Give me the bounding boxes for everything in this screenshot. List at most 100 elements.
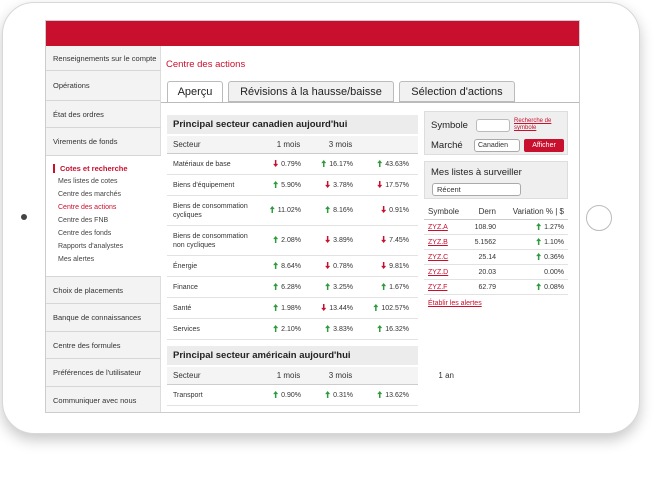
home-button[interactable]: [586, 205, 612, 231]
trend-arrow: [377, 325, 383, 332]
nav-section-title[interactable]: Cotes et recherche: [53, 164, 128, 173]
trend-arrow: [321, 304, 327, 311]
change-text: 6.28%: [281, 284, 301, 291]
page-title: Centre des actions: [166, 59, 246, 70]
sector-change: 3.83%: [293, 319, 353, 340]
sector-change: 102.57%: [349, 298, 409, 319]
change-text: 5.90%: [281, 182, 301, 189]
change-text: 16.32%: [385, 326, 409, 333]
symbol-label: Symbole: [431, 120, 468, 131]
list-select[interactable]: Récent: [432, 183, 521, 196]
trend-arrow: [377, 391, 383, 398]
trend-arrow: [381, 283, 387, 290]
column-header: Symbole: [428, 207, 460, 216]
sector-change: 3.89%: [293, 226, 353, 256]
watch-change: 0.00%: [501, 265, 564, 280]
submit-button[interactable]: Afficher: [524, 139, 564, 152]
row-rule: [424, 294, 568, 295]
sector-name: Transport: [173, 392, 203, 399]
watch-symbol[interactable]: ZYZ.F: [428, 284, 448, 291]
nav-item[interactable]: Préférences de l'utilisateur: [46, 359, 161, 387]
trend-arrow: [381, 262, 387, 269]
nav-link[interactable]: Rapports d'analystes: [58, 243, 124, 250]
sector-name: Énergie: [173, 263, 198, 270]
table-header: [167, 367, 418, 385]
nav-link[interactable]: Centre des FNB: [58, 217, 109, 224]
watch-symbol[interactable]: ZYZ.A: [428, 224, 448, 231]
tab[interactable]: Sélection d'actions: [399, 81, 515, 102]
row-rule: [167, 225, 418, 226]
change-text: 3.78%: [333, 182, 353, 189]
nav-link[interactable]: Mes alertes: [58, 256, 95, 263]
sector-change: 11.02%: [241, 196, 301, 226]
nav-item[interactable]: Banque de connaissances: [46, 304, 161, 332]
column-header: Dern: [478, 207, 496, 216]
watch-symbol[interactable]: ZYZ.C: [428, 254, 449, 261]
nav-item[interactable]: Centre des formules: [46, 332, 161, 360]
market-select[interactable]: Canadien: [474, 139, 520, 152]
trend-arrow: [273, 160, 279, 167]
nav-item[interactable]: Renseignements sur le compte: [46, 46, 161, 71]
sector-change: 0.79%: [241, 154, 301, 175]
watch-last: 108.90: [474, 224, 496, 231]
sector-change: 43.63%: [349, 154, 409, 175]
trend-arrow: [325, 283, 331, 290]
symbol-input[interactable]: [476, 119, 510, 132]
change-text: 102.57%: [381, 305, 409, 312]
change-text: 0.08%: [544, 284, 564, 291]
watch-last: 25.14: [478, 254, 496, 261]
change-text: 1.27%: [544, 224, 564, 231]
trend-arrow: [321, 160, 327, 167]
row-rule: [424, 264, 568, 265]
tab[interactable]: Aperçu: [167, 81, 223, 103]
change-text: 17.57%: [385, 182, 409, 189]
watch-change: 0.08%: [501, 280, 564, 295]
sector-change: 0.91%: [349, 196, 409, 226]
change-text: 1.10%: [544, 239, 564, 246]
column-header: 1 mois: [276, 371, 301, 380]
trend-arrow: [273, 391, 279, 398]
change-text: 0.78%: [333, 263, 353, 270]
watch-symbol[interactable]: ZYZ.D: [428, 269, 449, 276]
sector-change: 0.78%: [293, 256, 353, 277]
nav-item[interactable]: Virements de fonds: [46, 128, 161, 156]
camera: [21, 214, 27, 220]
alerts-link[interactable]: Établir les alertes: [428, 300, 482, 307]
watch-symbol[interactable]: ZYZ.B: [428, 239, 448, 246]
sector-change: 9.81%: [349, 256, 409, 277]
trend-arrow: [273, 181, 279, 188]
market-label: Marché: [431, 140, 463, 151]
trend-arrow: [536, 283, 542, 290]
watch-last: 5.1562: [474, 239, 496, 246]
table-header: [167, 136, 418, 154]
change-text: 8.64%: [281, 263, 301, 270]
sector-name: Matériaux de base: [173, 161, 231, 168]
trend-arrow: [325, 325, 331, 332]
nav-item[interactable]: Choix de placements: [46, 277, 161, 305]
change-text: 2.08%: [281, 237, 301, 244]
tab[interactable]: Révisions à la hausse/baisse: [228, 81, 394, 102]
change-text: 1.67%: [389, 284, 409, 291]
change-text: 13.44%: [329, 305, 353, 312]
sector-change: 3.25%: [293, 277, 353, 298]
nav-item[interactable]: Opérations: [46, 71, 161, 101]
change-text: 43.63%: [385, 161, 409, 168]
trend-arrow: [325, 181, 331, 188]
sector-name: Biens d'équipement: [173, 182, 235, 189]
nav-item[interactable]: Communiquer avec nous: [46, 387, 161, 412]
panel-title: Principal secteur canadien aujourd'hui: [167, 115, 418, 134]
trend-arrow: [273, 262, 279, 269]
nav-link[interactable]: Centre des fonds: [58, 230, 112, 237]
symbol-search-link[interactable]: Recherche de symbole: [514, 118, 552, 131]
change-text: 7.45%: [389, 237, 409, 244]
change-text: 0.31%: [333, 392, 353, 399]
row-rule: [424, 279, 568, 280]
sector-name: Biens de consommation non cycliques: [173, 233, 248, 249]
nav-link[interactable]: Centre des marchés: [58, 191, 122, 198]
nav-link[interactable]: Mes listes de cotes: [58, 178, 118, 185]
trend-arrow: [536, 253, 542, 260]
nav-link[interactable]: Centre des actions: [58, 204, 117, 211]
sector-change: 13.62%: [349, 385, 409, 406]
trend-arrow: [373, 304, 379, 311]
nav-item[interactable]: État des ordres: [46, 101, 161, 128]
